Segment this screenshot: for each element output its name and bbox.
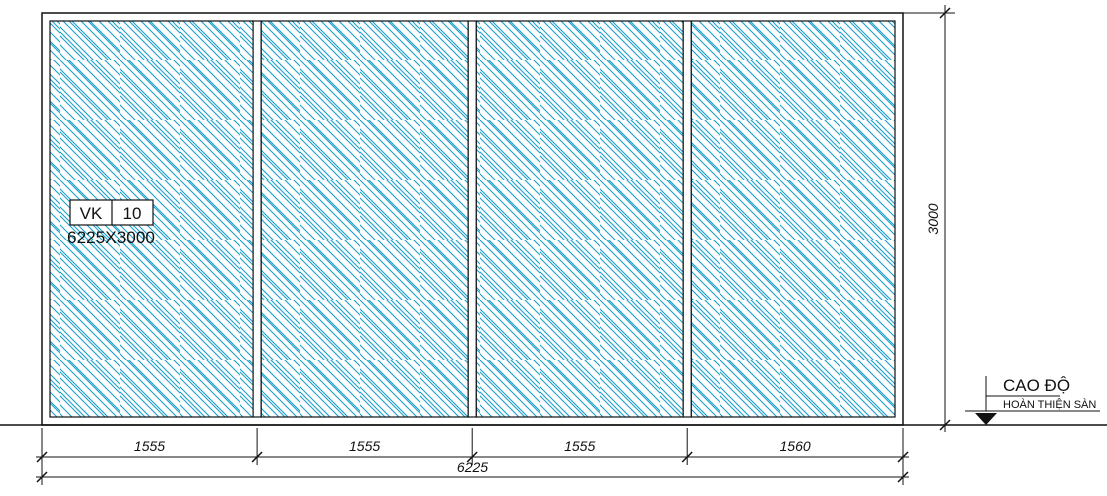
window-tag: VK 10 6225X3000 bbox=[67, 199, 155, 247]
horizontal-dimensions: 1555 1555 1555 1560 6225 bbox=[36, 428, 909, 485]
panel-width-label: 1555 bbox=[564, 438, 595, 454]
glass-panel bbox=[475, 20, 684, 418]
height-dimension: 3000 bbox=[903, 5, 955, 432]
mullion bbox=[682, 20, 692, 418]
level-title: CAO ĐỘ bbox=[1003, 376, 1070, 395]
level-marker: CAO ĐỘ HOÀN THIỆN SÀN bbox=[960, 376, 1100, 426]
tag-number: 10 bbox=[123, 204, 142, 223]
mullion bbox=[467, 20, 477, 418]
level-subtitle: HOÀN THIỆN SÀN bbox=[1003, 398, 1096, 411]
total-width-label: 6225 bbox=[457, 459, 488, 475]
panel-width-label: 1555 bbox=[349, 438, 380, 454]
mullion bbox=[252, 20, 262, 418]
tag-code: VK bbox=[80, 204, 103, 223]
panel-width-label: 1560 bbox=[780, 438, 811, 454]
glass-panels bbox=[49, 20, 896, 418]
glass-panel bbox=[690, 20, 896, 418]
tag-size: 6225X3000 bbox=[67, 228, 155, 247]
panel-width-label: 1555 bbox=[134, 438, 165, 454]
glass-panel bbox=[260, 20, 469, 418]
height-dimension-text: 3000 bbox=[925, 203, 941, 234]
level-triangle-icon bbox=[975, 413, 997, 425]
